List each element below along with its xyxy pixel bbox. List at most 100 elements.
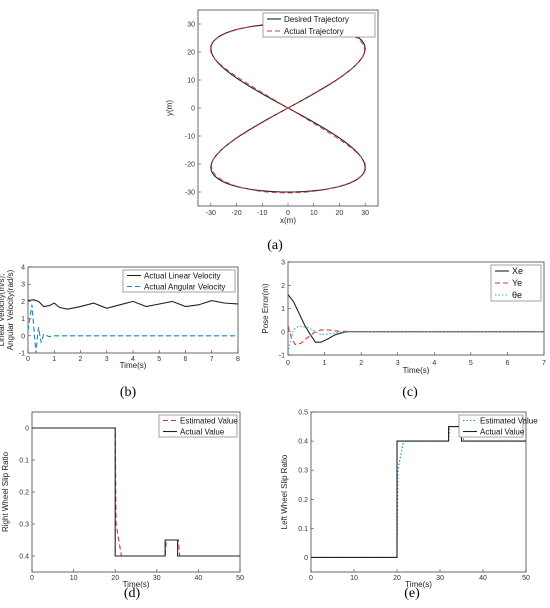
x-tick-label: 0 xyxy=(26,356,30,363)
legend-label: Ye xyxy=(512,278,522,288)
legend-box xyxy=(262,12,376,38)
x-tick-label: 4 xyxy=(131,356,135,363)
x-tick-label: 10 xyxy=(310,210,318,217)
caption-b: (b) xyxy=(119,385,137,400)
legend-label: Estimated Value xyxy=(480,417,538,426)
x-tick-label: 2 xyxy=(79,356,83,363)
y-tick-label: 1 xyxy=(21,316,25,323)
x-tick-label: 40 xyxy=(195,575,203,582)
x-tick-label: 5 xyxy=(469,360,473,367)
x-tick-label: 8 xyxy=(236,356,240,363)
series-actual-value xyxy=(32,427,240,557)
x-tick-label: 6 xyxy=(505,360,509,367)
x-tick-label: 20 xyxy=(336,210,344,217)
x-tick-label: 50 xyxy=(522,575,530,582)
legend-label: Actual Value xyxy=(480,428,525,437)
y-axis-label: Pose Error(m) xyxy=(261,283,270,334)
x-axis-label: Time(s) xyxy=(123,580,150,589)
caption-a: (a) xyxy=(267,238,283,253)
series-ye xyxy=(287,325,544,346)
x-axis-label: Time(s) xyxy=(405,580,432,589)
y-tick-label: 2 xyxy=(21,299,25,306)
caption-e: (e) xyxy=(404,586,420,601)
x-tick-label: 3 xyxy=(396,360,400,367)
x-tick-label: 10 xyxy=(70,575,78,582)
legend-label: Actual Trajectory xyxy=(284,27,344,36)
y-tick-label: -10 xyxy=(185,134,195,141)
x-axis-label: x(m) xyxy=(280,216,296,225)
x-axis-label: Time(s) xyxy=(403,366,430,375)
series-θe xyxy=(287,325,544,353)
x-tick-label: 1 xyxy=(323,360,327,367)
caption-d: (d) xyxy=(123,586,141,601)
y-tick-label: 0.2 xyxy=(19,490,29,497)
series-actual-linear-velocity xyxy=(27,299,239,310)
y-tick-label: 10 xyxy=(187,78,195,85)
legend-label: Desired Trajectory xyxy=(284,15,349,24)
y-tick-label: 0 xyxy=(281,329,285,336)
x-tick-label: 50 xyxy=(236,575,244,582)
legend-label: Xe xyxy=(512,266,523,276)
y-tick-label: 2 xyxy=(281,283,285,290)
x-tick-label: 7 xyxy=(542,360,546,367)
x-tick-label: 1 xyxy=(52,356,56,363)
plot-frame xyxy=(31,411,241,573)
chart-e: 0 10 20 30 40 50 0 0.1 0.2 0.3 0.4 0.5 Time(s) Left W… xyxy=(280,410,538,590)
x-tick-label: -30 xyxy=(206,210,216,217)
y-tick-label: 30 xyxy=(187,22,195,29)
x-tick-label: 5 xyxy=(157,356,161,363)
x-tick-label: 40 xyxy=(479,575,487,582)
y-axis-label: y(m) xyxy=(165,100,174,116)
y-tick-label: 20 xyxy=(187,50,195,57)
legend-box xyxy=(122,269,236,293)
x-tick-label: 2 xyxy=(359,360,363,367)
y-tick-label: 0.3 xyxy=(298,468,308,475)
chart-a: -30 -20 -10 0 10 20 30 -30 -20 -10 0 10 20 30 x(m) y(m)… xyxy=(165,9,379,225)
y-tick-label: -20 xyxy=(185,162,195,169)
x-tick-label: 0 xyxy=(286,210,290,217)
y-tick-label: 0.4 xyxy=(298,439,308,446)
x-tick-label: 20 xyxy=(393,575,401,582)
x-tick-label: 10 xyxy=(350,575,358,582)
series-actual-value xyxy=(311,425,526,559)
x-tick-label: -10 xyxy=(257,210,267,217)
x-tick-label: 7 xyxy=(210,356,214,363)
x-tick-label: 4 xyxy=(432,360,436,367)
x-tick-label: 0 xyxy=(30,575,34,582)
y-tick-label: -1 xyxy=(279,353,285,360)
y-tick-label: 0 xyxy=(21,333,25,340)
caption-c: (c) xyxy=(402,385,418,400)
y-tick-label: 0 xyxy=(304,555,308,562)
x-tick-label: 30 xyxy=(153,575,161,582)
x-axis-label: Time(s) xyxy=(120,361,147,370)
y-tick-label: -1 xyxy=(19,351,25,358)
y-tick-label: 0 xyxy=(191,106,195,113)
legend-box xyxy=(158,414,238,438)
y-tick-label: 0 xyxy=(25,426,29,433)
x-tick-label: 0 xyxy=(286,360,290,367)
x-tick-label: -20 xyxy=(232,210,242,217)
series-actual-angular-velocity xyxy=(27,304,238,354)
y-tick-label: 0.3 xyxy=(19,522,29,529)
y-tick-label: 0.5 xyxy=(298,410,308,417)
y-tick-label: 0.2 xyxy=(298,497,308,504)
legend-label: Estimated Value xyxy=(180,417,238,426)
legend-label: Actual Linear Velocity xyxy=(144,272,221,281)
x-tick-label: 6 xyxy=(184,356,188,363)
y-tick-label: 4 xyxy=(21,265,25,272)
y-tick-label: 0.1 xyxy=(298,526,308,533)
x-tick-label: 0 xyxy=(309,575,313,582)
x-tick-label: 30 xyxy=(436,575,444,582)
y-tick-label: 3 xyxy=(21,282,25,289)
y-axis-label-line1: Linear Velocity(m/s); xyxy=(0,274,6,346)
x-tick-label: 20 xyxy=(111,575,119,582)
x-tick-label: 30 xyxy=(361,210,369,217)
legend-label: θe xyxy=(512,290,522,300)
legend-label: Actual Angular Velocity xyxy=(144,283,225,292)
y-tick-label: 0.4 xyxy=(19,554,29,561)
legend-label: Actual Value xyxy=(180,428,225,437)
plot-frame xyxy=(310,411,527,573)
y-tick-label: -30 xyxy=(185,190,195,197)
